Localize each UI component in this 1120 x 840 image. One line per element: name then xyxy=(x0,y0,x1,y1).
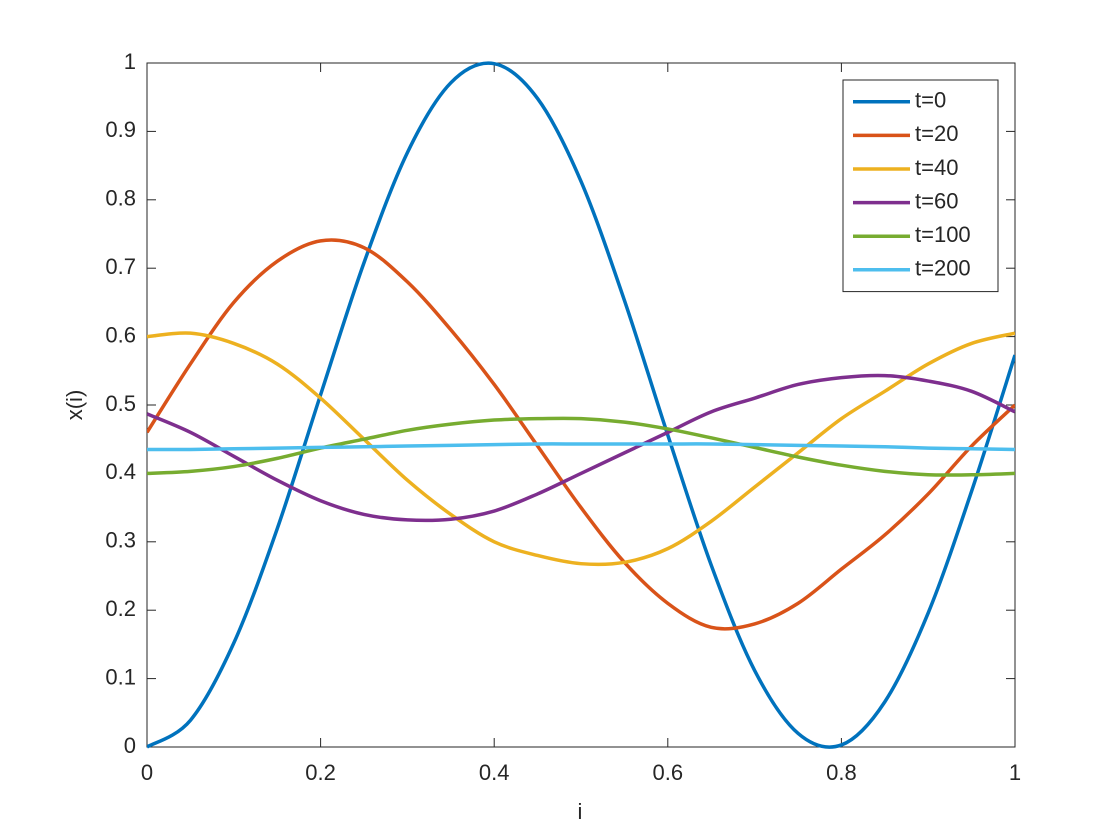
y-tick-label: 0.8 xyxy=(105,186,136,211)
y-tick-label: 0.7 xyxy=(105,254,136,279)
x-axis-label: i xyxy=(578,799,583,824)
legend-label: t=40 xyxy=(915,155,958,180)
x-tick-label: 1 xyxy=(1009,760,1021,785)
line-series xyxy=(147,442,1015,452)
y-tick-label: 0.1 xyxy=(105,664,136,689)
y-tick-label: 0.9 xyxy=(105,117,136,142)
legend-label: t=100 xyxy=(915,222,971,247)
line-series xyxy=(147,331,1015,567)
legend-label: t=200 xyxy=(915,256,971,281)
legend-box xyxy=(842,79,999,293)
x-tick-label: 0.4 xyxy=(479,760,510,785)
legend-label: t=20 xyxy=(915,121,958,146)
line-series xyxy=(147,238,1015,631)
legend-label: t=0 xyxy=(915,88,946,113)
y-tick-label: 0.5 xyxy=(105,391,136,416)
legend-label: t=60 xyxy=(915,188,958,213)
x-tick-label: 0 xyxy=(141,760,153,785)
line-series xyxy=(147,416,1015,477)
x-tick-label: 0.2 xyxy=(305,760,336,785)
y-tick-label: 0.6 xyxy=(105,322,136,347)
line-series xyxy=(147,373,1015,523)
y-tick-label: 0.2 xyxy=(105,596,136,621)
y-tick-label: 0.4 xyxy=(105,459,136,484)
y-tick-label: 0 xyxy=(124,733,136,758)
x-tick-label: 0.8 xyxy=(826,760,857,785)
y-tick-label: 1 xyxy=(124,49,136,74)
line-series xyxy=(147,61,1015,749)
y-tick-label: 0.3 xyxy=(105,528,136,553)
x-tick-label: 0.6 xyxy=(653,760,684,785)
y-axis-label: x(i) xyxy=(62,390,87,421)
